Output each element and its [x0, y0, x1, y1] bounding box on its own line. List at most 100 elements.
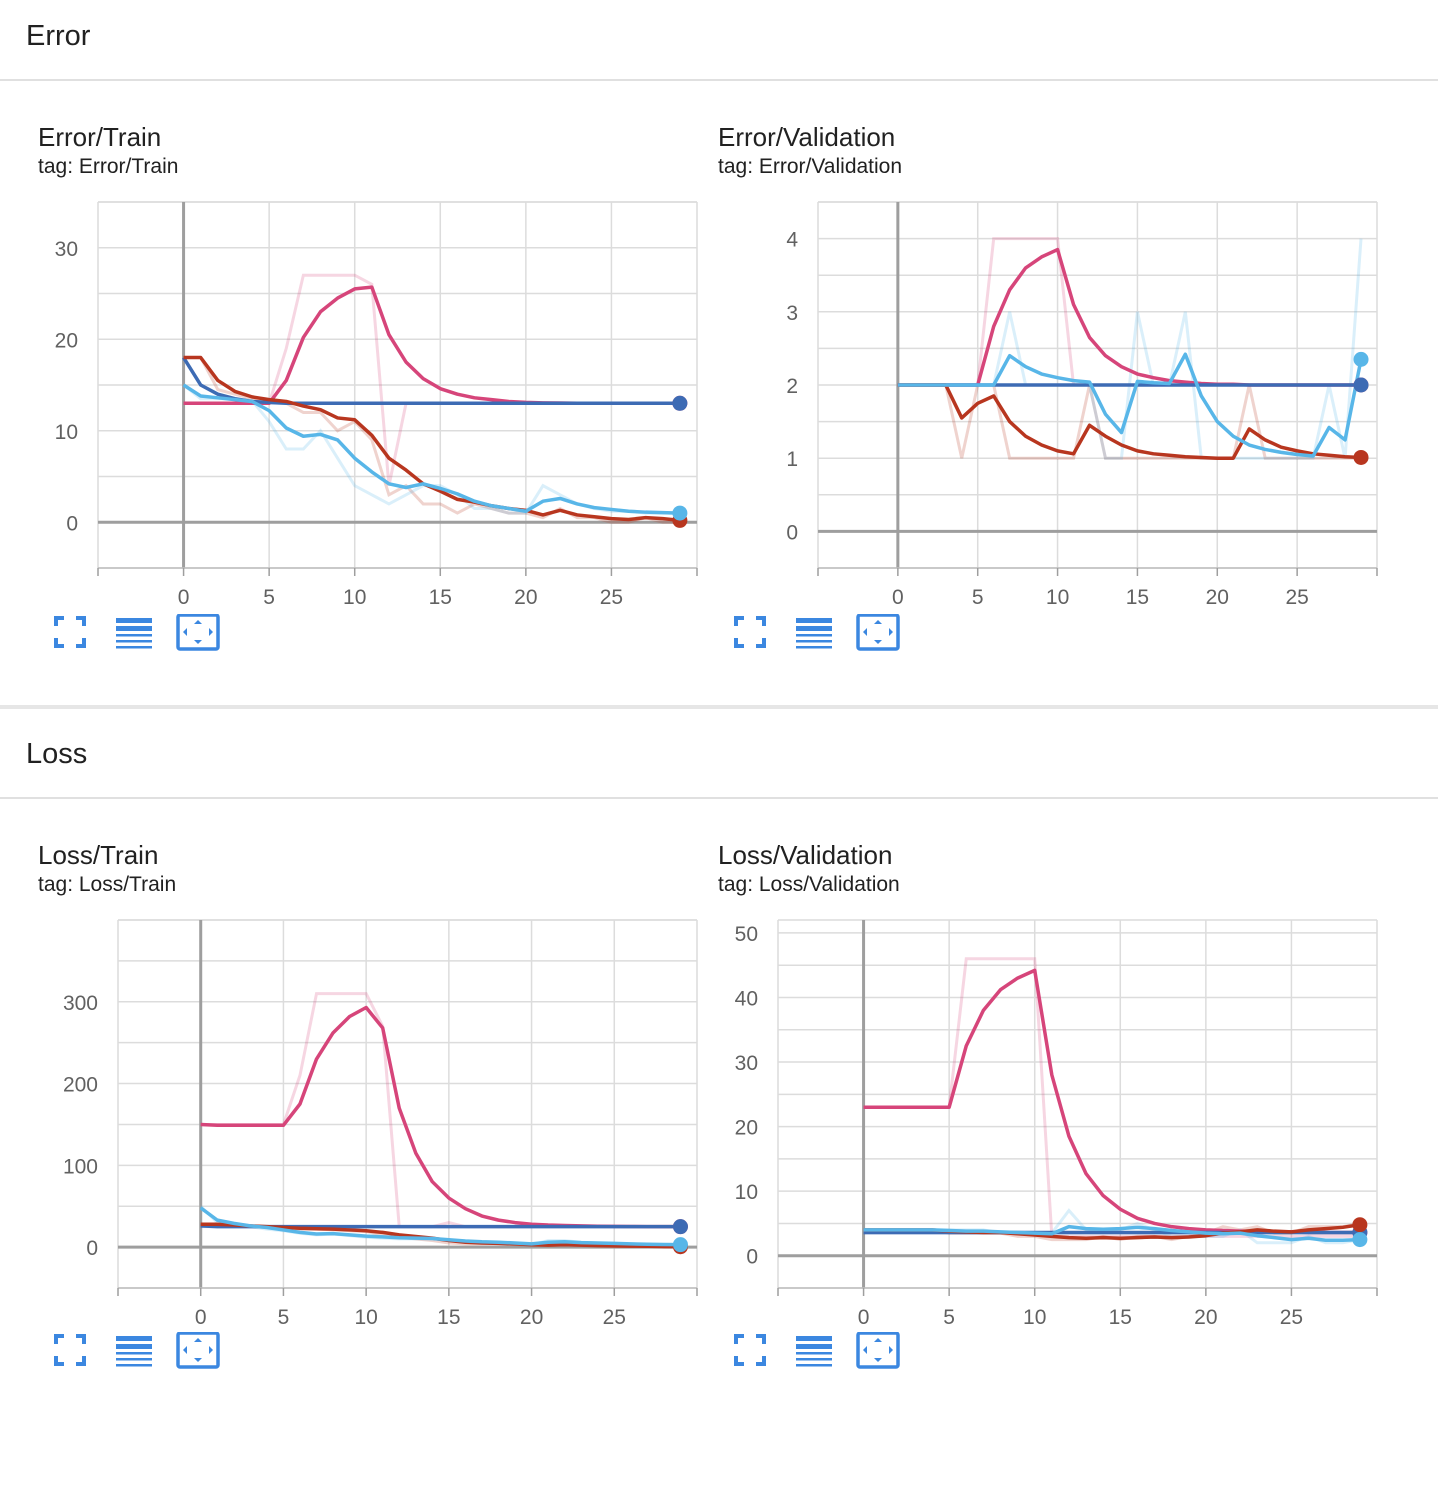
series-raw-line-pink — [863, 957, 1360, 1238]
y-tick-label: 3 — [786, 302, 798, 325]
x-tick-label: 5 — [263, 586, 275, 609]
section-divider — [0, 797, 1438, 799]
series-group — [199, 992, 688, 1255]
series-raw-line-red — [897, 383, 1362, 460]
section-title: Loss — [26, 738, 88, 770]
series-line-pink[interactable] — [183, 285, 680, 406]
chart-title: Loss/Validation — [718, 840, 893, 870]
line-chart[interactable]: 0 5 10 15 20 25 0 1 2 3 4 — [680, 100, 1378, 640]
series-end-marker-lightblue[interactable] — [1352, 1232, 1368, 1248]
series-line-red[interactable] — [897, 383, 1362, 460]
y-tick-label: 10 — [735, 1181, 758, 1204]
series-line-lightblue[interactable] — [863, 1224, 1360, 1242]
line-chart[interactable]: 0 5 10 15 20 25 0 10 20 30 40 50 — [680, 818, 1378, 1358]
x-tick-label: 0 — [858, 1306, 870, 1329]
x-tick-label: 20 — [514, 586, 537, 609]
x-tick-label: 25 — [1280, 1306, 1303, 1329]
chart-tag: tag: Loss/Train — [38, 873, 177, 896]
fit-domain-icon[interactable] — [176, 1332, 220, 1372]
series-group — [863, 957, 1368, 1248]
series-line-lightblue[interactable] — [199, 1206, 681, 1247]
y-tick-label: 2 — [786, 375, 798, 398]
y-tick-label: 1 — [786, 448, 798, 471]
series-group — [897, 237, 1369, 465]
chart-card-loss-train: Loss/Train tag: Loss/Train 0 5 10 15 20 25 0 10… — [0, 818, 698, 1498]
x-tick-label: 10 — [343, 586, 366, 609]
y-tick-label: 20 — [735, 1117, 758, 1140]
series-end-marker-lightblue[interactable] — [1353, 351, 1369, 367]
series-raw-line-pink — [183, 273, 680, 486]
line-chart[interactable]: 0 5 10 15 20 25 0 100 200 300 — [0, 818, 698, 1358]
x-tick-label: 15 — [1126, 586, 1149, 609]
x-tick-label: 5 — [972, 586, 984, 609]
line-chart[interactable]: 0 5 10 15 20 25 0 10 20 30 — [0, 100, 698, 640]
data-table-icon[interactable] — [792, 1332, 836, 1372]
series-end-marker-blue[interactable] — [1353, 377, 1369, 393]
fit-domain-icon[interactable] — [856, 1332, 900, 1372]
x-tick-label: 10 — [1046, 586, 1069, 609]
x-tick-label: 25 — [1285, 586, 1308, 609]
series-line-blue[interactable] — [182, 356, 680, 406]
chart-title: Loss/Train — [38, 840, 159, 870]
data-table-icon[interactable] — [112, 1332, 156, 1372]
x-tick-label: 5 — [278, 1306, 290, 1329]
grid — [117, 919, 698, 1289]
series-line-pink[interactable] — [897, 247, 1362, 387]
y-tick-label: 0 — [66, 512, 78, 535]
series-end-marker-lightblue[interactable] — [672, 1237, 688, 1253]
fullscreen-icon[interactable] — [728, 1332, 772, 1372]
chart-card-error-train: Error/Train tag: Error/Train 0 5 10 15 20 25 0… — [0, 100, 698, 780]
data-table-icon[interactable] — [792, 614, 836, 654]
series-end-marker-lightblue[interactable] — [672, 505, 688, 521]
y-tick-label: 40 — [735, 987, 758, 1010]
x-tick-label: 15 — [1109, 1306, 1132, 1329]
y-tick-label: 10 — [55, 421, 78, 444]
section-separator — [0, 705, 1438, 709]
y-tick-label: 100 — [63, 1155, 98, 1178]
series-end-marker-red[interactable] — [1353, 449, 1369, 465]
fullscreen-icon[interactable] — [48, 614, 92, 654]
y-tick-label: 30 — [55, 238, 78, 261]
x-tick-label: 15 — [437, 1306, 460, 1329]
series-group — [182, 273, 688, 528]
series-end-marker-red[interactable] — [1352, 1217, 1368, 1233]
fullscreen-icon[interactable] — [728, 614, 772, 654]
chart-tag: tag: Error/Validation — [718, 155, 903, 178]
x-tick-label: 15 — [429, 586, 452, 609]
chart-tag: tag: Loss/Validation — [718, 873, 900, 896]
chart-card-error-validation: Error/Validation tag: Error/Validation 0… — [680, 100, 1378, 780]
fullscreen-icon[interactable] — [48, 1332, 92, 1372]
chart-title: Error/Validation — [718, 122, 896, 152]
chart-card-loss-validation: Loss/Validation tag: Loss/Validation 0 5 1… — [680, 818, 1378, 1498]
series-line-lightblue[interactable] — [182, 383, 680, 515]
x-tick-label: 10 — [354, 1306, 377, 1329]
x-tick-label: 20 — [1194, 1306, 1217, 1329]
data-table-icon[interactable] — [112, 614, 156, 654]
y-tick-label: 0 — [86, 1237, 98, 1260]
x-tick-label: 20 — [520, 1306, 543, 1329]
x-tick-label: 10 — [1023, 1306, 1046, 1329]
section-title: Error — [26, 20, 91, 52]
series-line-pink[interactable] — [200, 1005, 681, 1229]
series-end-marker-blue[interactable] — [672, 395, 688, 411]
x-tick-label: 25 — [600, 586, 623, 609]
x-tick-label: 20 — [1206, 586, 1229, 609]
chart-title: Error/Train — [38, 122, 162, 152]
grid — [97, 201, 698, 569]
section-divider — [0, 79, 1438, 81]
x-tick-label: 0 — [195, 1306, 207, 1329]
x-tick-label: 25 — [603, 1306, 626, 1329]
fit-domain-icon[interactable] — [176, 614, 220, 654]
y-tick-label: 30 — [735, 1052, 758, 1075]
x-tick-label: 0 — [892, 586, 904, 609]
chart-tag: tag: Error/Train — [38, 155, 179, 178]
y-tick-label: 0 — [746, 1246, 758, 1269]
series-line-lightblue[interactable] — [897, 352, 1363, 458]
series-line-pink[interactable] — [863, 968, 1360, 1235]
y-tick-label: 20 — [55, 329, 78, 352]
y-tick-label: 300 — [63, 992, 98, 1015]
y-tick-label: 0 — [786, 521, 798, 544]
y-tick-label: 200 — [63, 1074, 98, 1097]
fit-domain-icon[interactable] — [856, 614, 900, 654]
series-end-marker-blue[interactable] — [672, 1219, 688, 1235]
